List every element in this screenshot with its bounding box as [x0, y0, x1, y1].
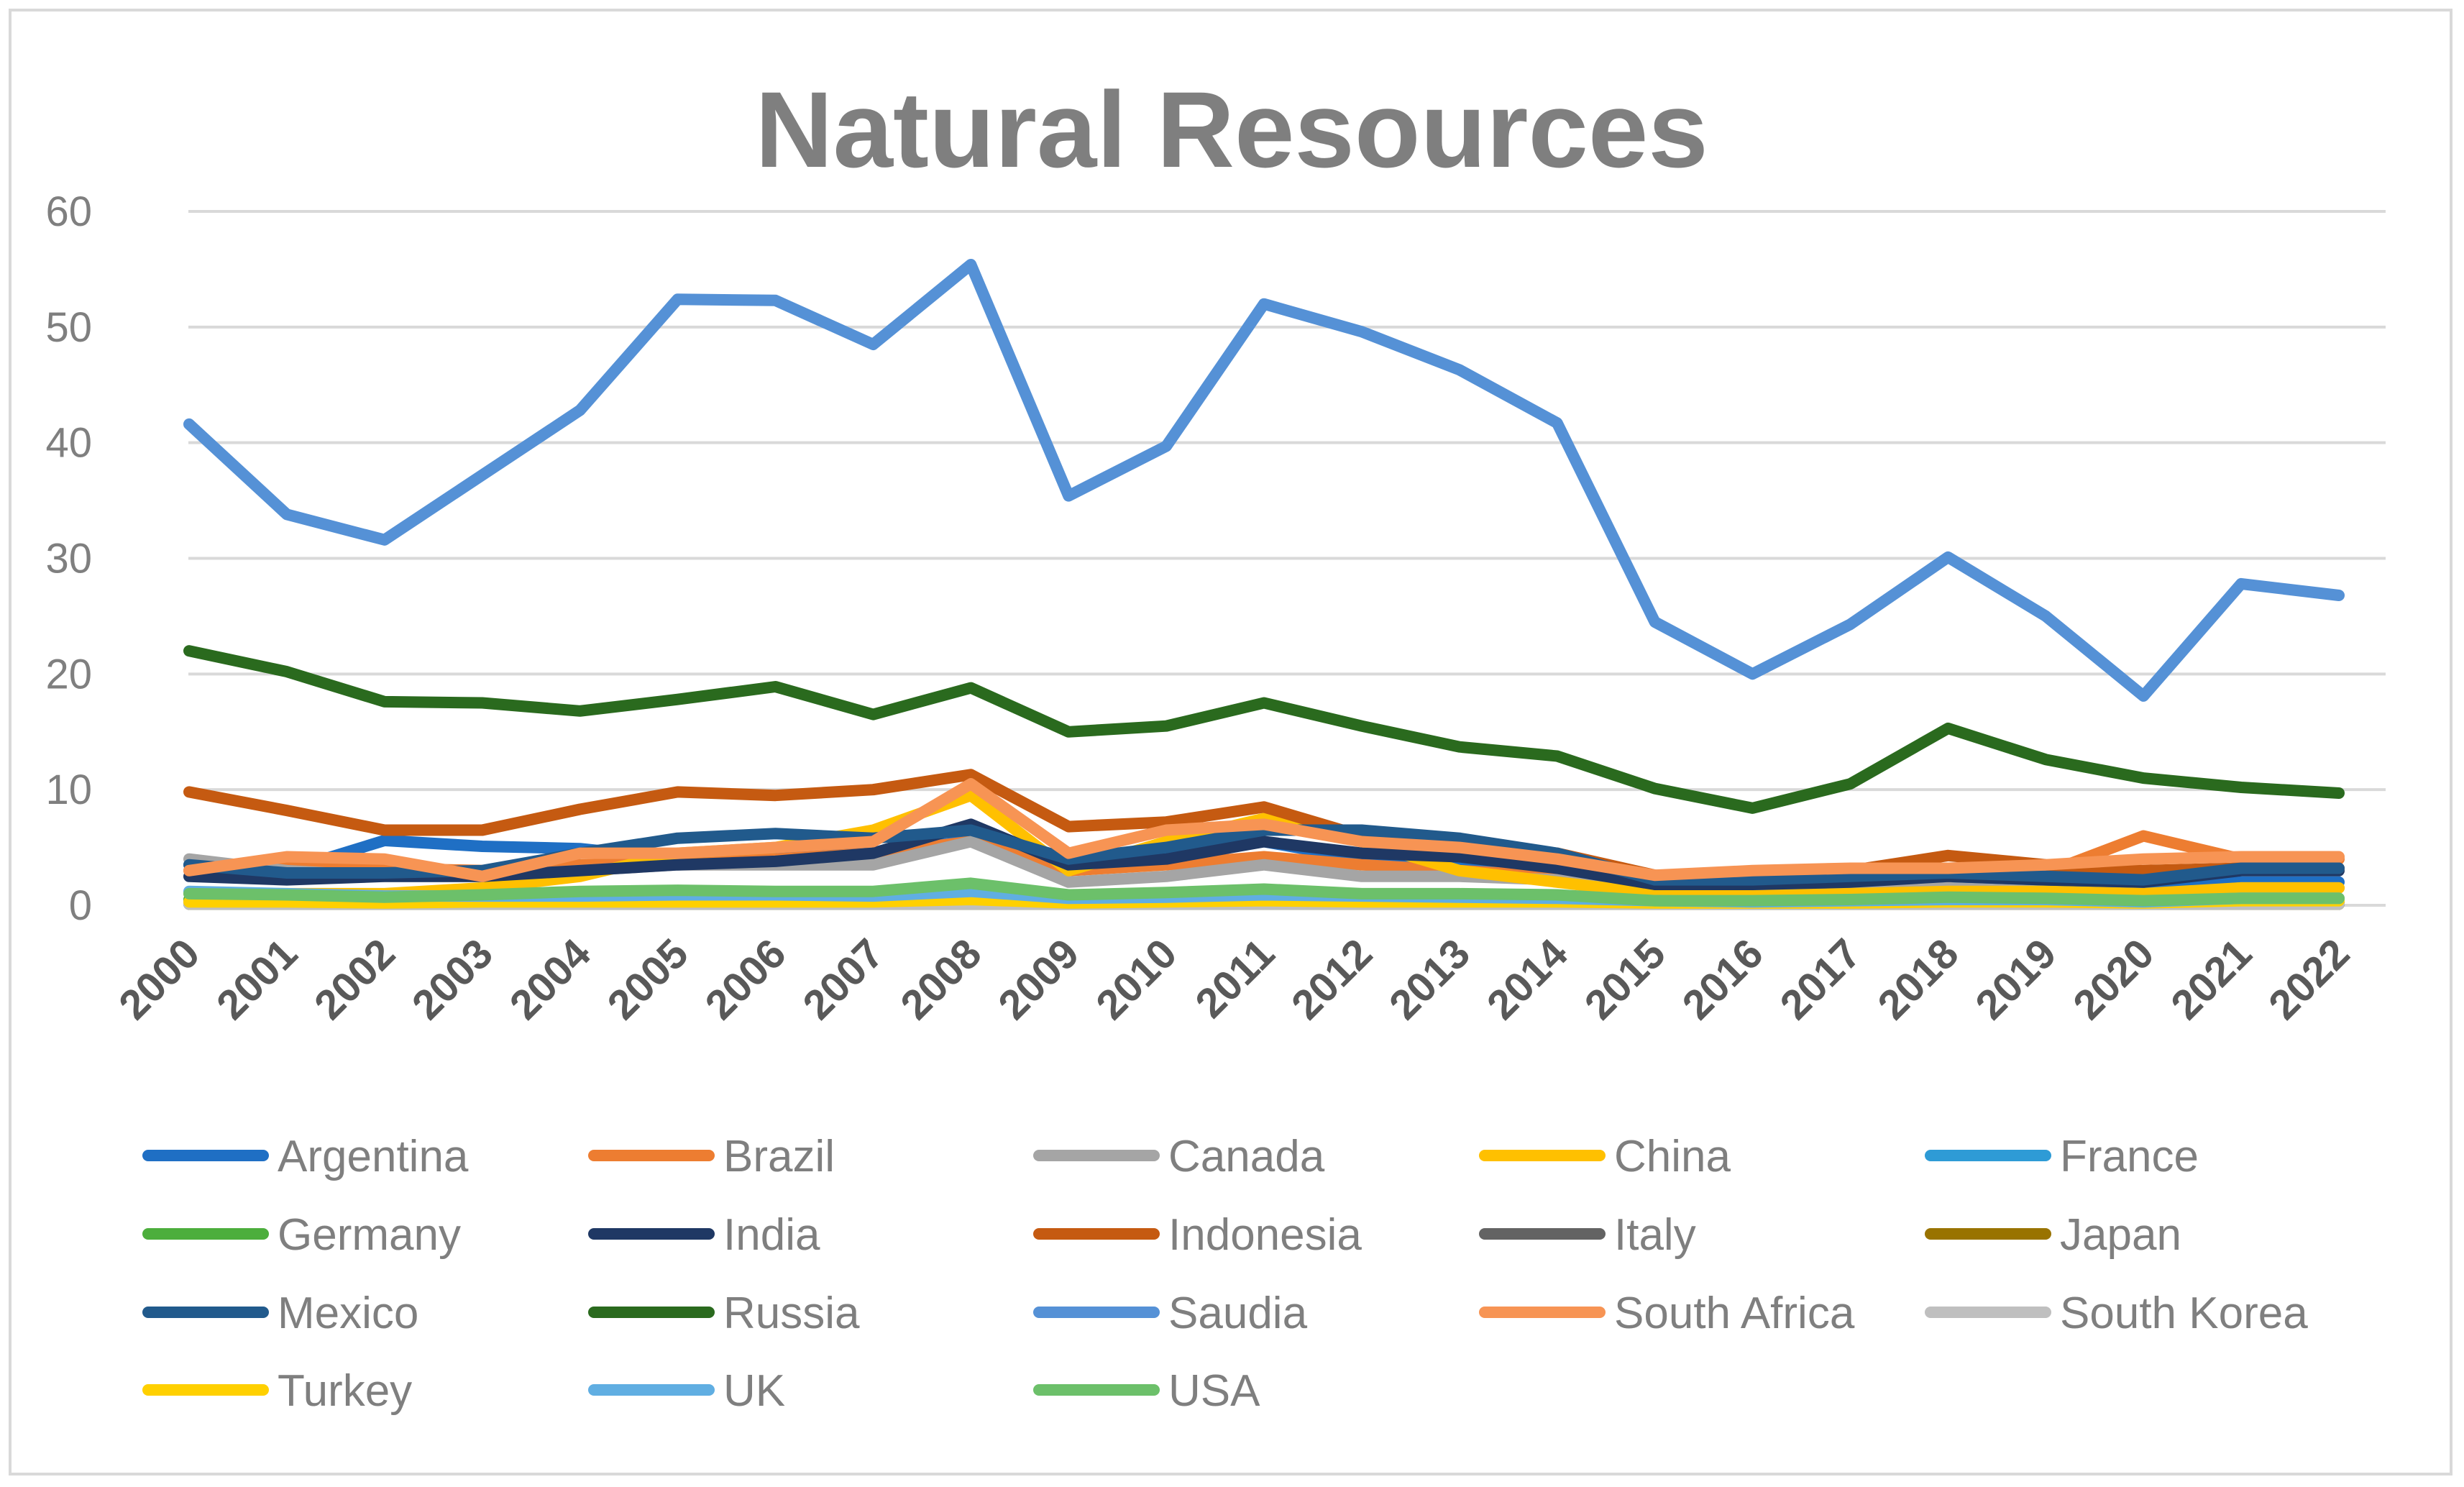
legend-item-uk: UK [588, 1366, 785, 1416]
legend-item-saudia: Saudia [1033, 1289, 1308, 1338]
legend-item-india: India [588, 1210, 820, 1260]
legend-item-mexico: Mexico [142, 1289, 418, 1338]
x-tick-label: 2019 [1966, 930, 2065, 1028]
y-tick-label: 60 [45, 188, 92, 235]
x-tick-label: 2002 [306, 930, 404, 1028]
y-axis-ticks: 0 10 20 30 40 50 60 [45, 188, 92, 929]
legend-label: Saudia [1168, 1289, 1308, 1338]
y-tick-label: 50 [45, 304, 92, 351]
legend-item-japan: Japan [1925, 1210, 2181, 1260]
x-tick-label: 2000 [110, 930, 209, 1028]
y-tick-label: 0 [69, 882, 92, 929]
legend-label: Brazil [723, 1132, 835, 1181]
legend-item-germany: Germany [142, 1210, 461, 1260]
x-tick-label: 2005 [599, 930, 697, 1028]
x-tick-label: 2006 [696, 930, 794, 1028]
x-tick-label: 2012 [1283, 930, 1381, 1028]
legend-label: Japan [2060, 1210, 2181, 1260]
legend-label: France [2060, 1132, 2199, 1181]
legend-item-france: France [1925, 1132, 2199, 1181]
x-tick-label: 2014 [1478, 930, 1577, 1028]
legend-item-italy: Italy [1479, 1210, 1696, 1260]
x-tick-label: 2011 [1186, 930, 1283, 1027]
legend-label: South Korea [2060, 1289, 2308, 1338]
series-line-south-africa [183, 778, 2345, 882]
legend-item-turkey: Turkey [142, 1366, 412, 1416]
x-tick-label: 2015 [1576, 930, 1675, 1028]
x-tick-label: 2016 [1674, 930, 1772, 1028]
legend-item-south-korea: South Korea [1925, 1289, 2308, 1338]
x-tick-label: 2017 [1771, 930, 1869, 1028]
y-tick-label: 40 [45, 420, 92, 467]
legend-label: China [1614, 1132, 1731, 1181]
x-tick-label: 2020 [2064, 930, 2163, 1028]
x-tick-label: 2010 [1087, 930, 1186, 1028]
legend-label: Turkey [278, 1366, 412, 1416]
x-tick-label: 2004 [501, 930, 600, 1028]
y-tick-label: 30 [45, 536, 92, 582]
legend-label: UK [723, 1366, 785, 1416]
legend-label: India [723, 1210, 820, 1260]
x-tick-label: 2021 [2162, 930, 2261, 1028]
y-tick-label: 10 [45, 767, 92, 813]
legend-label: South Africa [1614, 1289, 1855, 1338]
legend-item-argentina: Argentina [142, 1132, 469, 1181]
legend: Argentina Brazil Canada China France Germany I… [142, 1132, 2308, 1416]
legend-item-south-africa: South Africa [1479, 1289, 1855, 1338]
legend-item-brazil: Brazil [588, 1132, 835, 1181]
x-tick-label: 2003 [403, 930, 502, 1028]
legend-label: Argentina [278, 1132, 469, 1181]
y-tick-label: 20 [45, 651, 92, 697]
x-tick-label: 2008 [892, 930, 990, 1028]
legend-item-canada: Canada [1033, 1132, 1325, 1181]
series-line-saudia [183, 259, 2345, 702]
legend-item-china: China [1479, 1132, 1731, 1181]
x-axis-ticks: 2000200120022003200420052006200720082009… [110, 930, 2358, 1028]
legend-label: Russia [723, 1289, 860, 1338]
x-tick-label: 2022 [2260, 930, 2358, 1028]
legend-item-usa: USA [1033, 1366, 1260, 1416]
legend-item-russia: Russia [588, 1289, 860, 1338]
legend-label: Germany [278, 1210, 461, 1260]
legend-label: Italy [1614, 1210, 1696, 1260]
x-tick-label: 2013 [1380, 930, 1479, 1028]
series-line-china [183, 790, 2345, 902]
series-line-usa [183, 877, 2345, 907]
x-tick-label: 2007 [794, 930, 892, 1028]
legend-item-indonesia: Indonesia [1033, 1210, 1362, 1260]
legend-label: Mexico [278, 1289, 418, 1338]
legend-label: Indonesia [1168, 1210, 1362, 1260]
legend-label: USA [1168, 1366, 1260, 1416]
series-layer [183, 259, 2345, 910]
chart-title: Natural Resources [755, 69, 1708, 190]
series-line-russia [183, 645, 2345, 814]
x-tick-label: 2018 [1869, 930, 1967, 1028]
legend-label: Canada [1168, 1132, 1325, 1181]
series-line-indonesia [183, 769, 2345, 882]
x-tick-label: 2001 [208, 930, 306, 1028]
x-tick-label: 2009 [989, 930, 1088, 1028]
